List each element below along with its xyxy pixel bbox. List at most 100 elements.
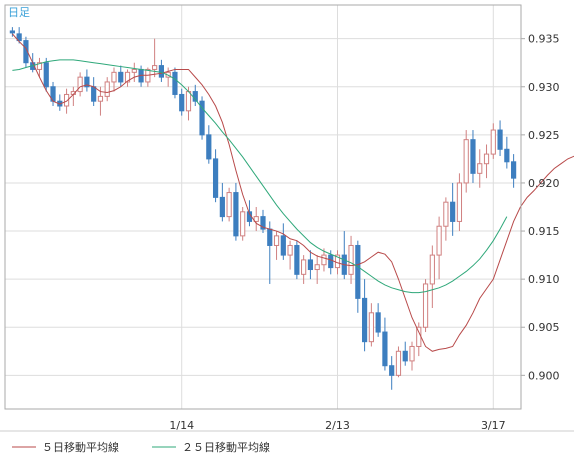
candle-body [77,76,83,93]
candle [470,130,476,183]
candle [362,279,368,352]
candle-body [362,297,368,343]
candle-body [321,254,327,266]
candle [172,67,178,99]
candle-body [172,71,178,95]
legend-label: ５日移動平均線 [42,440,119,454]
candle [131,62,137,82]
candle [450,182,456,236]
candle-body [43,62,49,88]
candle [436,216,442,280]
candle-body [443,201,449,227]
period-label: 日足 [8,6,30,19]
candle-body [436,225,442,256]
candle-body [91,86,97,102]
candle-body [334,254,341,269]
y-tick-label: 0.920 [528,177,560,190]
x-tick-label: 2/13 [325,419,350,432]
candle-body [212,158,219,198]
candle-body [260,216,266,230]
candle [36,57,43,78]
candle [456,173,463,232]
candle-body [307,259,314,271]
candle [104,77,110,102]
y-tick-label: 0.915 [528,225,560,238]
candle [301,255,307,284]
candle [422,279,429,333]
y-tick-label: 0.910 [528,273,560,286]
candle [111,67,117,92]
candle [240,207,246,241]
candle [409,341,415,371]
candle-body [84,76,90,88]
candle-body [63,93,70,107]
candle-body [206,134,212,160]
candle-body [477,163,483,174]
candle-body [226,192,232,218]
y-tick-label: 0.930 [528,81,560,94]
candle-body [185,91,192,112]
candle-layer [9,27,517,390]
y-tick-label: 0.900 [528,369,560,382]
candle [307,250,314,280]
moving-average-layer [12,33,574,352]
candle [84,69,90,92]
candle [158,59,164,82]
candle-body [422,283,429,328]
candle-body [301,259,307,275]
legend-entry: ２５日移動平均線 [152,440,270,454]
candle-body [490,129,496,155]
candle-body [497,129,503,150]
candle [483,144,490,179]
candle-body [287,244,293,256]
y-tick-label: 0.935 [528,33,560,46]
candle-body [97,95,104,102]
candle-body [483,153,490,165]
candle-body [233,192,239,237]
candle [77,72,83,97]
candle [118,65,124,87]
candle-body [348,244,354,275]
candle [280,223,286,260]
candle [389,356,395,390]
candle [395,346,402,378]
candle-body [375,312,381,333]
x-tick-label: 1/14 [169,419,194,432]
candle-body [382,331,388,367]
candle [152,38,158,78]
candle [368,303,374,347]
candle-body [199,100,205,136]
candle [233,182,239,241]
candle [402,341,408,366]
candle-body [16,33,22,42]
candle [321,248,327,272]
y-axis: 0.935 0.930 0.925 0.920 0.915 0.910 0.905 0.900 [521,33,560,382]
candle [16,27,22,44]
candle [375,303,381,337]
candle-body [470,139,476,174]
candle-body [104,81,110,97]
candle-body [416,326,422,347]
candle [504,136,510,169]
candle [463,130,469,193]
candle [287,240,293,270]
candle-body [456,182,463,222]
candle [212,149,219,203]
candle [124,69,131,87]
candle-body [429,254,435,285]
candle-body [504,148,510,163]
candle-body [253,216,259,222]
candle-body [314,264,320,271]
candle-body [240,211,246,237]
candle [348,235,354,284]
candle-body [179,93,185,112]
candle [429,245,435,308]
candle-body [118,71,124,83]
candle-body [36,62,43,70]
legend-entry: ５日移動平均線 [12,440,119,454]
candle-body [511,161,517,179]
candle [490,123,496,159]
candle [226,187,232,222]
candle-body [463,139,469,184]
